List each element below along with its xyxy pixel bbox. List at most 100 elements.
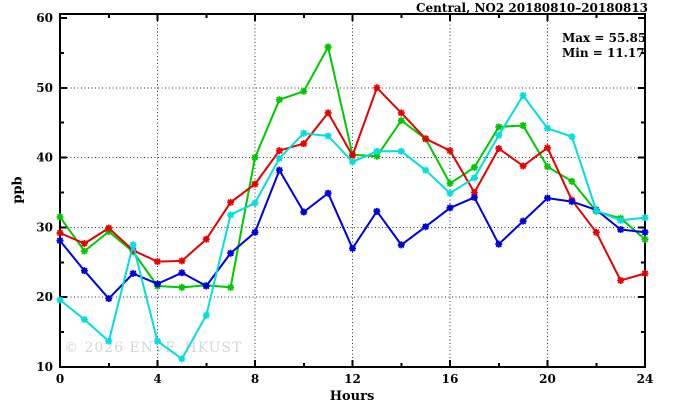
series-cyan-marker <box>592 207 600 215</box>
series-green-marker <box>324 43 332 51</box>
series-blue-marker <box>373 207 381 215</box>
series-blue-marker <box>105 295 113 303</box>
y-tick-label: 40 <box>36 151 53 165</box>
series-blue-marker <box>422 223 430 231</box>
series-cyan-marker <box>617 216 625 224</box>
y-axis-label: ppb <box>10 176 26 204</box>
series-green-marker <box>373 152 381 160</box>
series-cyan-marker <box>324 132 332 140</box>
series-green-marker <box>641 235 649 243</box>
min-annotation: Min = 11.17 <box>562 46 645 60</box>
series-red-marker <box>446 147 454 155</box>
series-blue-marker <box>544 194 551 202</box>
series-green-marker <box>397 117 405 125</box>
series-blue-marker <box>470 193 478 201</box>
series-red-marker <box>470 189 478 196</box>
series-cyan-marker <box>397 147 405 155</box>
series-cyan-marker <box>373 147 381 155</box>
series-blue-marker <box>641 228 649 236</box>
series-red-marker <box>495 145 503 153</box>
y-tick-label: 10 <box>36 360 53 374</box>
series-cyan-marker <box>129 241 137 249</box>
series-cyan-marker <box>519 91 527 99</box>
series-red-marker <box>129 246 137 254</box>
series-red-marker <box>544 144 551 152</box>
series-cyan-marker <box>202 311 210 319</box>
x-tick-label: 16 <box>442 372 459 386</box>
series-red-marker <box>178 257 186 265</box>
series-blue-marker <box>495 240 503 248</box>
series-red-marker <box>397 109 405 117</box>
x-tick-label: 24 <box>637 372 654 386</box>
series-cyan-marker <box>422 166 430 174</box>
series-cyan-marker <box>544 124 551 132</box>
x-tick-label: 8 <box>251 372 259 386</box>
series-red-marker <box>300 140 308 148</box>
series-red-marker <box>324 109 332 117</box>
series-green-marker <box>519 121 527 129</box>
series-blue-marker <box>324 189 332 197</box>
series-blue-marker <box>397 241 405 249</box>
series-cyan-marker <box>105 337 113 345</box>
series-red-marker <box>56 229 64 237</box>
series-red-marker <box>275 147 283 155</box>
series-red-marker <box>592 228 600 236</box>
series-red-marker <box>80 239 88 247</box>
x-tick-label: 4 <box>153 372 161 386</box>
series-cyan-marker <box>227 211 235 219</box>
series-blue-marker <box>129 269 137 277</box>
x-axis-label: Hours <box>329 389 375 404</box>
series-red-marker <box>202 235 210 243</box>
series-green-marker <box>251 154 259 162</box>
y-tick-label: 60 <box>36 11 53 25</box>
series-blue-marker <box>568 198 576 206</box>
series-green-marker <box>544 163 551 171</box>
series-cyan-marker <box>275 154 283 162</box>
y-tick-label: 50 <box>36 81 53 95</box>
series-blue-marker <box>56 237 64 245</box>
series-cyan-marker <box>154 337 161 345</box>
series-blue-marker <box>617 225 625 233</box>
series-blue-marker <box>349 244 356 252</box>
series-blue-marker <box>80 267 88 275</box>
series-green-marker <box>300 87 308 95</box>
series-red-marker <box>251 180 259 188</box>
series-blue-marker <box>275 166 283 174</box>
series-blue-marker <box>154 280 161 288</box>
series-green-marker <box>495 123 503 131</box>
series-green-marker <box>470 163 478 171</box>
series-cyan-marker <box>495 131 503 139</box>
series-cyan-marker <box>641 214 649 222</box>
series-red-marker <box>227 198 235 206</box>
series-cyan-marker <box>178 355 186 363</box>
series-red-marker <box>373 84 381 92</box>
series-cyan-marker <box>56 296 64 304</box>
x-tick-label: 12 <box>344 372 361 386</box>
series-red-marker <box>617 276 625 284</box>
series-cyan-marker <box>300 129 308 137</box>
chart-title: Central, NO2 20180810–20180813 <box>415 1 648 15</box>
series-red-marker <box>641 269 649 277</box>
series-blue-marker <box>300 208 308 216</box>
series-green-marker <box>227 283 235 291</box>
series-green-marker <box>446 179 454 187</box>
series-green-marker <box>56 213 64 221</box>
series-green-marker <box>80 247 88 255</box>
series-cyan-marker <box>80 316 88 324</box>
series-cyan-marker <box>349 158 356 166</box>
y-tick-label: 30 <box>36 220 53 234</box>
series-red-marker <box>519 162 527 170</box>
series-red-marker <box>349 152 356 160</box>
max-annotation: Max = 55.85 <box>562 31 647 45</box>
series-green-marker <box>568 177 576 185</box>
series-blue-marker <box>202 282 210 290</box>
series-green-marker <box>275 96 283 104</box>
series-blue-marker <box>519 217 527 225</box>
series-blue-marker <box>251 228 259 236</box>
series-blue-marker <box>446 204 454 212</box>
series-red-marker <box>422 135 430 143</box>
series-green-marker <box>178 283 186 291</box>
series-red-marker <box>154 258 161 266</box>
